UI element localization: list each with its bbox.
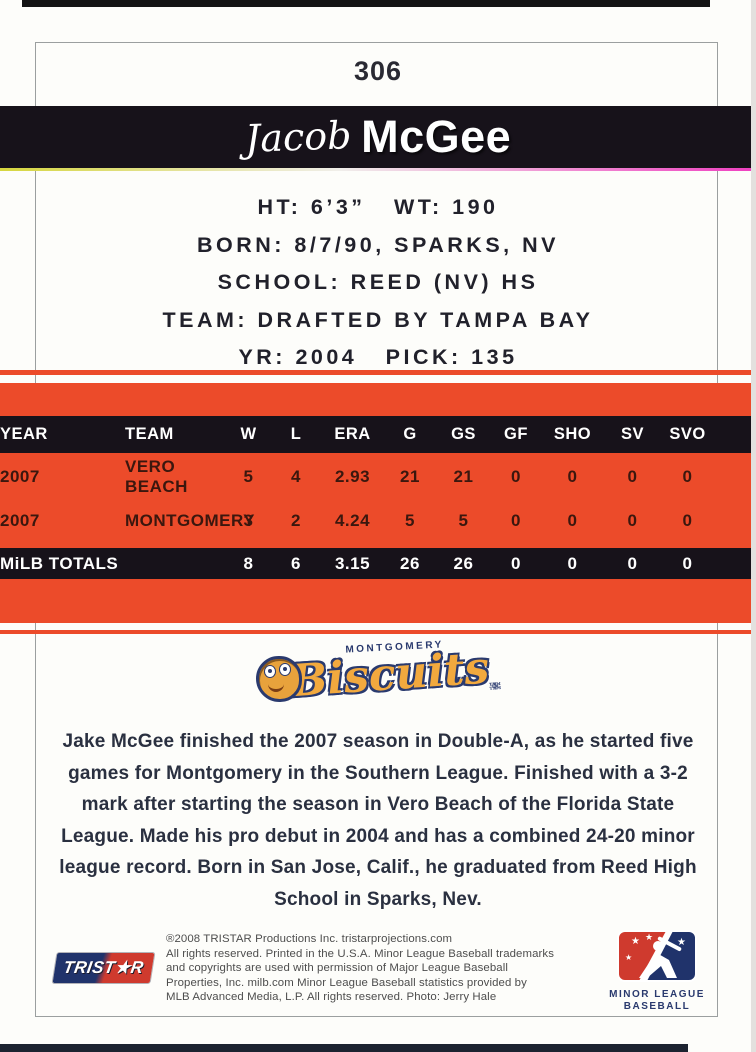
total-l: 6 [272, 548, 320, 579]
total-gs: 26 [435, 548, 492, 579]
totals-label: MiLB TOTALS [0, 548, 225, 579]
tristar-logo: TRIST★R [52, 953, 155, 983]
cell-sho: 0 [567, 510, 578, 530]
player-first-name: Jacob [244, 113, 352, 161]
col-svo: SVO [660, 416, 715, 453]
cell-era: 2.93 [334, 467, 371, 486]
total-gf: 0 [492, 548, 540, 579]
col-w: W [225, 416, 272, 453]
divider-stripe-top [0, 370, 756, 375]
player-last-name: McGee [361, 111, 512, 162]
legal-line: ®2008 TRISTAR Productions Inc. tristarpr… [166, 933, 453, 945]
cell-l: 2 [291, 510, 301, 530]
svg-text:★: ★ [631, 936, 640, 947]
bio-draft: YR: 2004 PICK: 135 [238, 345, 518, 369]
stats-row-montgomery: 2007 MONTGOMERY 3 2 4.24 5 5 0 0 0 0 [0, 501, 756, 548]
col-era: ERA [320, 416, 385, 453]
total-g: 26 [385, 548, 435, 579]
cell-sv: 0 [627, 467, 638, 486]
stats-section: YEAR TEAM W L ERA G GS GF SHO SV SVO 200… [0, 383, 756, 623]
total-sho: 0 [540, 548, 605, 579]
mascot-mouth-icon [268, 681, 285, 692]
col-g: G [385, 416, 435, 453]
stats-header-row: YEAR TEAM W L ERA G GS GF SHO SV SVO [0, 416, 756, 453]
milb-logo-line1: MINOR LEAGUE [609, 989, 705, 1000]
col-year: YEAR [0, 416, 125, 453]
cell-g: 21 [400, 467, 420, 486]
cell-year: 2007 [0, 467, 40, 486]
cell-team: VERO BEACH [125, 457, 188, 496]
player-name-banner: Jacob McGee [0, 106, 756, 171]
bio-school: SCHOOL: REED (NV) HS [217, 270, 539, 294]
stats-table: YEAR TEAM W L ERA G GS GF SHO SV SVO 200… [0, 416, 756, 579]
stats-totals-row: MiLB TOTALS 8 6 3.15 26 26 0 0 0 0 [0, 548, 756, 579]
minor-league-baseball-logo: ★ ★ ★ ★ MINOR LEAGUE BASEBALL [607, 930, 707, 1013]
mascot-eye-icon [279, 663, 292, 676]
scan-artifact-right [751, 0, 756, 1052]
cell-team: MONTGOMERY [125, 510, 255, 530]
cell-w: 5 [243, 467, 254, 486]
cell-l: 4 [291, 467, 301, 486]
montgomery-biscuits-logo: MONTGOMERY Biscuits™ [0, 640, 756, 707]
milb-batter-icon: ★ ★ ★ ★ [617, 930, 697, 982]
legal-text: ®2008 TRISTAR Productions Inc. tristarpr… [166, 932, 586, 1005]
col-gf: GF [492, 416, 540, 453]
legal-line: and copyrights are used with permission … [166, 962, 508, 975]
cell-gs: 21 [453, 467, 474, 486]
bio-height-weight: HT: 6’3” WT: 190 [257, 195, 499, 219]
player-bio: HT: 6’3” WT: 190 BORN: 8/7/90, SPARKS, N… [0, 189, 756, 377]
mascot-eye-icon [264, 665, 277, 678]
cell-g: 5 [405, 510, 415, 530]
total-sv: 0 [605, 548, 660, 579]
total-svo: 0 [660, 548, 715, 579]
cell-gf: 0 [511, 510, 521, 530]
total-w: 8 [225, 548, 272, 579]
cell-sho: 0 [567, 467, 578, 486]
bio-team: TEAM: DRAFTED BY TAMPA BAY [162, 307, 594, 332]
cell-w: 3 [243, 510, 254, 530]
cell-year: 2007 [0, 510, 40, 530]
col-team: TEAM [125, 416, 225, 453]
cell-svo: 0 [682, 510, 693, 530]
col-gs: GS [435, 416, 492, 453]
milb-logo-line2: BASEBALL [623, 1001, 691, 1012]
col-l: L [272, 416, 320, 453]
col-sv: SV [605, 416, 660, 453]
legal-line: All rights reserved. Printed in the U.S.… [166, 947, 555, 960]
scan-artifact-bottom [0, 1044, 688, 1052]
svg-text:★: ★ [625, 953, 632, 962]
svg-text:★: ★ [677, 937, 686, 948]
legal-line: MLB Advanced Media, L.P. All rights rese… [166, 991, 497, 1004]
cell-era: 4.24 [334, 510, 371, 530]
player-summary-text: Jake McGee finished the 2007 season in D… [59, 731, 697, 910]
tristar-logo-text: TRIST★R [62, 958, 146, 977]
legal-line: Properties, Inc. milb.com Minor League B… [166, 976, 527, 989]
svg-text:★: ★ [645, 932, 653, 942]
bio-born: BORN: 8/7/90, SPARKS, NV [197, 232, 559, 257]
scan-artifact-top [22, 0, 710, 7]
trademark-symbol: ™ [490, 683, 502, 696]
cell-gf: 0 [511, 467, 521, 486]
biscuit-mascot-icon [256, 656, 303, 702]
cell-sv: 0 [627, 510, 638, 530]
col-sho: SHO [540, 416, 605, 453]
total-era: 3.15 [320, 548, 385, 579]
cell-gs: 5 [458, 510, 469, 530]
card-number: 306 [353, 56, 403, 86]
divider-stripe-bottom [0, 630, 756, 634]
cell-svo: 0 [682, 467, 693, 486]
stats-row-vero-beach: 2007 VERO BEACH 5 4 2.93 21 21 0 0 0 0 [0, 453, 756, 501]
